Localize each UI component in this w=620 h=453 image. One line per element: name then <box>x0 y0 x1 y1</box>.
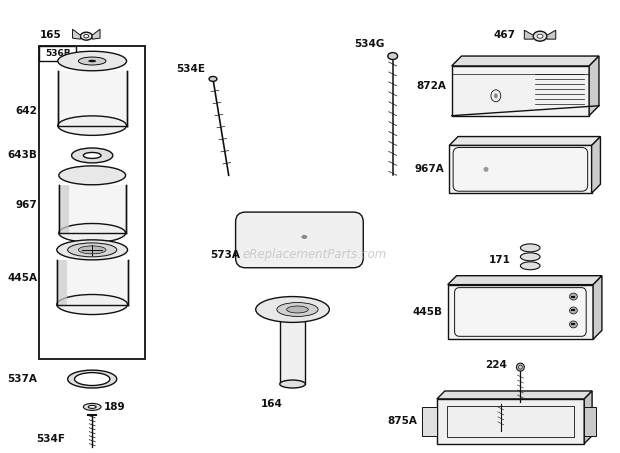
Ellipse shape <box>520 262 540 270</box>
Text: 534G: 534G <box>355 39 385 49</box>
Text: 467: 467 <box>494 30 515 40</box>
Ellipse shape <box>58 116 126 135</box>
Polygon shape <box>57 260 128 304</box>
Ellipse shape <box>57 294 128 314</box>
Ellipse shape <box>537 34 543 38</box>
Polygon shape <box>450 145 591 193</box>
Polygon shape <box>547 30 556 39</box>
Polygon shape <box>593 276 602 339</box>
Ellipse shape <box>58 51 126 71</box>
Text: 573A: 573A <box>211 250 241 260</box>
Ellipse shape <box>84 34 89 38</box>
Polygon shape <box>92 29 100 39</box>
Polygon shape <box>448 284 593 339</box>
Text: 445A: 445A <box>7 273 37 283</box>
Ellipse shape <box>520 253 540 261</box>
Polygon shape <box>450 136 600 145</box>
Ellipse shape <box>88 60 96 62</box>
Ellipse shape <box>484 167 489 172</box>
Ellipse shape <box>570 307 577 314</box>
Polygon shape <box>59 185 69 233</box>
Ellipse shape <box>71 148 113 163</box>
Bar <box>39 46 145 359</box>
Text: 643B: 643B <box>7 150 37 160</box>
Polygon shape <box>437 391 592 399</box>
Ellipse shape <box>83 153 101 159</box>
Text: 967A: 967A <box>415 164 445 174</box>
Polygon shape <box>451 56 599 66</box>
Ellipse shape <box>280 380 305 388</box>
Text: 537A: 537A <box>7 374 37 384</box>
Ellipse shape <box>68 370 117 388</box>
Bar <box>572 323 575 325</box>
Ellipse shape <box>79 57 106 65</box>
Ellipse shape <box>494 93 498 98</box>
Ellipse shape <box>255 297 329 323</box>
Ellipse shape <box>83 404 101 410</box>
Bar <box>572 295 575 298</box>
Bar <box>584 407 596 436</box>
Ellipse shape <box>59 223 126 242</box>
Text: 642: 642 <box>16 106 37 116</box>
Text: 189: 189 <box>104 402 126 412</box>
Polygon shape <box>448 276 602 284</box>
Text: 445B: 445B <box>413 307 443 317</box>
Text: 164: 164 <box>261 399 283 409</box>
Bar <box>447 406 574 437</box>
Polygon shape <box>73 29 81 39</box>
Text: 967: 967 <box>16 200 37 210</box>
Ellipse shape <box>209 77 217 82</box>
Text: 171: 171 <box>489 255 511 265</box>
Polygon shape <box>57 260 68 304</box>
Polygon shape <box>525 30 533 39</box>
Text: 875A: 875A <box>388 416 417 426</box>
Ellipse shape <box>81 32 92 40</box>
Bar <box>422 407 437 436</box>
Ellipse shape <box>79 246 106 254</box>
Ellipse shape <box>277 303 318 317</box>
Polygon shape <box>589 56 599 116</box>
Bar <box>572 309 575 312</box>
Polygon shape <box>280 313 305 384</box>
Ellipse shape <box>301 235 308 239</box>
Ellipse shape <box>286 306 308 313</box>
Polygon shape <box>451 66 589 116</box>
Ellipse shape <box>533 31 547 41</box>
Ellipse shape <box>388 53 397 59</box>
Polygon shape <box>58 71 126 125</box>
Text: 536B: 536B <box>45 49 71 58</box>
Ellipse shape <box>570 293 577 300</box>
Text: eReplacementParts.com: eReplacementParts.com <box>242 248 386 261</box>
Ellipse shape <box>520 244 540 252</box>
Ellipse shape <box>68 243 117 257</box>
Ellipse shape <box>59 166 126 185</box>
Text: 872A: 872A <box>417 81 447 91</box>
Bar <box>39 46 76 61</box>
Polygon shape <box>591 136 600 193</box>
Ellipse shape <box>570 321 577 328</box>
Text: 534F: 534F <box>36 434 64 443</box>
Text: 165: 165 <box>40 30 62 40</box>
Text: 534E: 534E <box>176 64 205 74</box>
Text: 224: 224 <box>485 360 507 370</box>
Polygon shape <box>59 185 126 233</box>
Ellipse shape <box>74 373 110 386</box>
Ellipse shape <box>88 405 96 408</box>
FancyBboxPatch shape <box>236 212 363 268</box>
Polygon shape <box>584 391 592 443</box>
Polygon shape <box>437 399 584 443</box>
Ellipse shape <box>516 363 525 371</box>
Ellipse shape <box>57 240 128 260</box>
